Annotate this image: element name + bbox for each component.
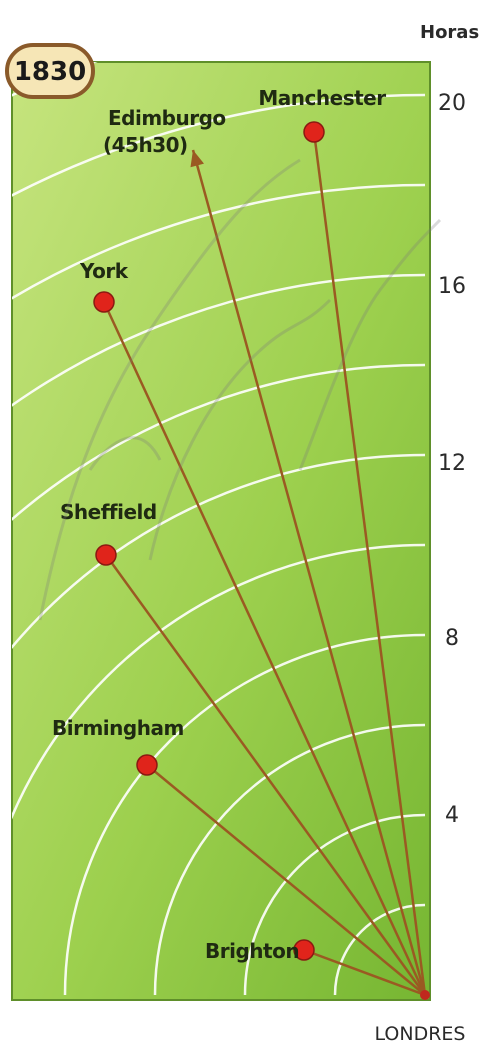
city-label: Sheffield (60, 500, 157, 524)
route-line (191, 149, 427, 996)
scale-tick-label: 20 (438, 91, 466, 116)
time-arc (243, 813, 426, 996)
route-line (146, 764, 426, 996)
scale-tick-label: 12 (438, 451, 466, 476)
origin-label: LONDRES (375, 1023, 466, 1045)
time-arc (63, 633, 426, 996)
city-label: Manchester (258, 86, 386, 110)
time-arc (12, 453, 426, 650)
time-arcs (0, 0, 425, 995)
city-label: York (79, 259, 129, 283)
time-arc (12, 183, 426, 300)
route-line (104, 554, 427, 996)
cities: Manchester Edimburgo (45h30) York Sheffield B… (52, 86, 387, 963)
city-dot (95, 544, 117, 566)
city-label: Birmingham (52, 716, 184, 740)
time-arc (12, 363, 426, 521)
time-arc (12, 273, 426, 407)
scale-title: Horas (420, 22, 479, 43)
route-line (102, 301, 427, 996)
city-label: Brighton (205, 939, 299, 963)
route-arrowhead (190, 150, 204, 168)
city-dot (303, 121, 325, 143)
city-dot (293, 939, 315, 961)
time-arc (153, 723, 426, 996)
year-badge-text: 1830 (14, 57, 86, 87)
scale-tick-label: 16 (438, 274, 466, 299)
map-panel (11, 61, 431, 1001)
routes (102, 131, 427, 997)
scale-tick-label: 8 (445, 626, 459, 651)
scale-ticks: 20 16 12 8 4 (438, 91, 466, 828)
watermark (38, 158, 442, 621)
time-arc (333, 903, 426, 996)
route-line (303, 948, 426, 997)
year-badge: 1830 (5, 43, 95, 99)
city-label: Edimburgo (108, 106, 226, 130)
origin-point (420, 990, 430, 1000)
time-arc (12, 93, 426, 197)
route-line (312, 131, 427, 996)
scale-tick-label: 4 (445, 803, 459, 828)
city-dot (136, 754, 158, 776)
city-note: (45h30) (103, 133, 188, 157)
time-arc (12, 543, 426, 820)
city-dot (93, 291, 115, 313)
